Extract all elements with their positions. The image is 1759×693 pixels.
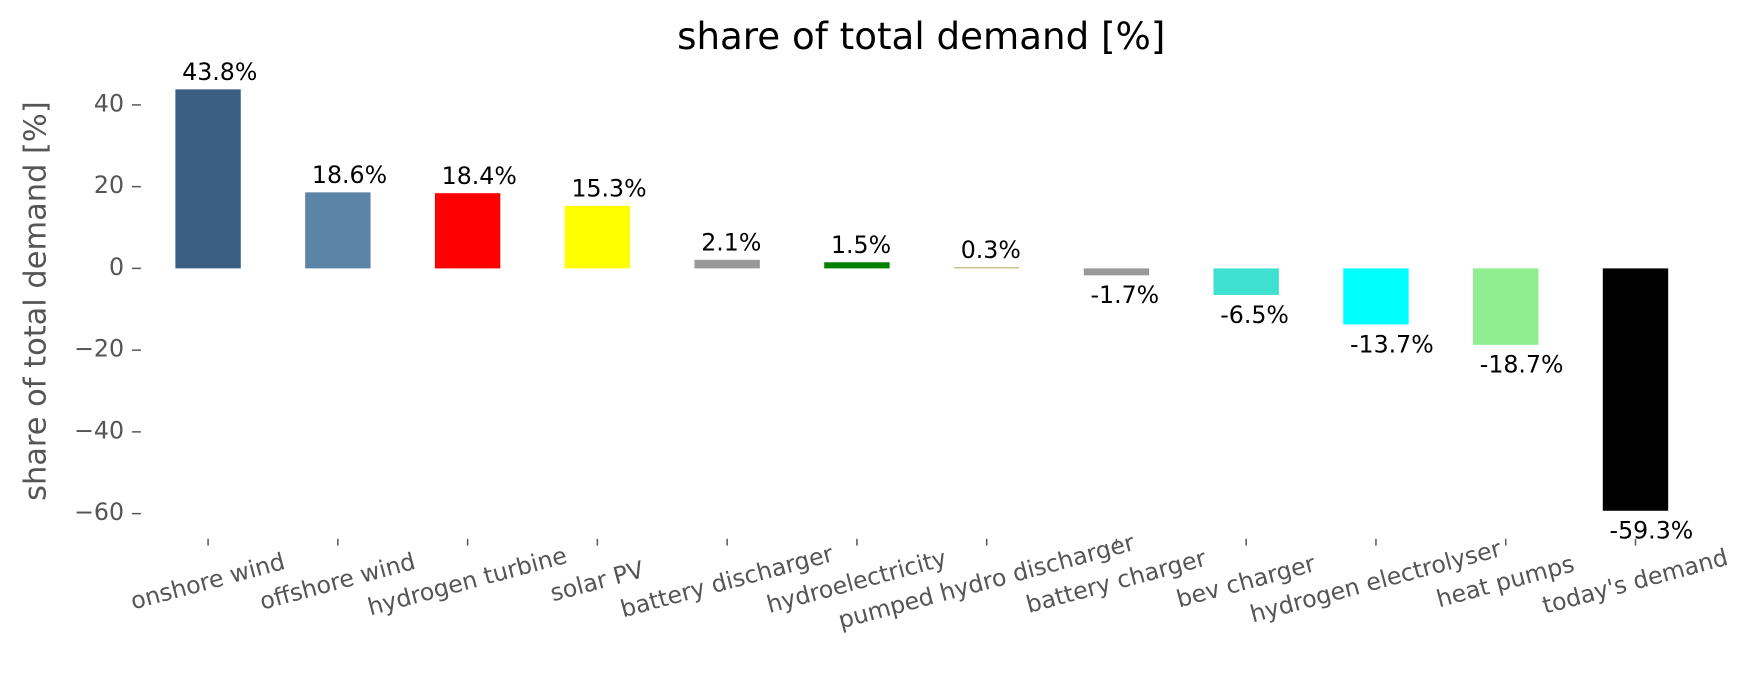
y-tick-label: 0 [109,253,124,281]
bar [1473,268,1539,345]
bar [564,205,631,269]
bar [434,193,501,269]
bar [1602,268,1669,511]
bar [1083,268,1150,276]
y-axis-label: share of total demand [%] [19,101,54,501]
y-tick-label: −60 [74,498,124,526]
y-tick-label: −20 [74,335,124,363]
bar [953,267,1020,269]
bar [1213,268,1279,295]
bar [175,89,241,269]
value-label: -59.3% [1610,517,1694,545]
bar [1343,268,1409,325]
value-label: -13.7% [1350,330,1434,358]
bar [824,262,890,269]
chart-title: share of total demand [%] [677,14,1165,58]
value-label: 43.8% [182,58,257,86]
value-label: -6.5% [1220,301,1289,329]
value-label: 18.6% [312,161,387,189]
bar [694,259,760,269]
y-tick-label: −40 [74,416,124,444]
value-label: 1.5% [831,231,891,259]
value-label: 2.1% [701,229,761,257]
y-tick-label: 20 [94,171,124,199]
value-label: -18.7% [1480,351,1564,379]
value-label: -1.7% [1090,281,1159,309]
bar [305,192,371,269]
value-label: 0.3% [961,236,1021,264]
value-label: 18.4% [442,162,517,190]
y-tick-label: 40 [94,89,124,117]
value-label: 15.3% [571,175,646,203]
